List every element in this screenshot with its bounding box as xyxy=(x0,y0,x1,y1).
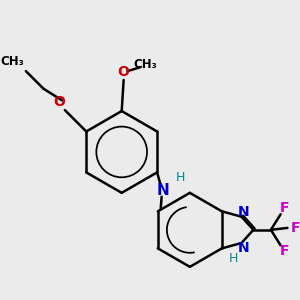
Text: N: N xyxy=(156,183,169,198)
Text: N: N xyxy=(238,241,249,255)
Text: N: N xyxy=(238,205,249,219)
Text: H: H xyxy=(176,171,185,184)
Text: CH₃: CH₃ xyxy=(133,58,157,71)
Text: O: O xyxy=(53,95,65,109)
Text: O: O xyxy=(118,65,130,79)
Text: F: F xyxy=(290,221,300,235)
Text: H: H xyxy=(229,252,238,265)
Text: F: F xyxy=(280,201,289,215)
Text: F: F xyxy=(280,244,289,258)
Text: CH₃: CH₃ xyxy=(0,55,24,68)
